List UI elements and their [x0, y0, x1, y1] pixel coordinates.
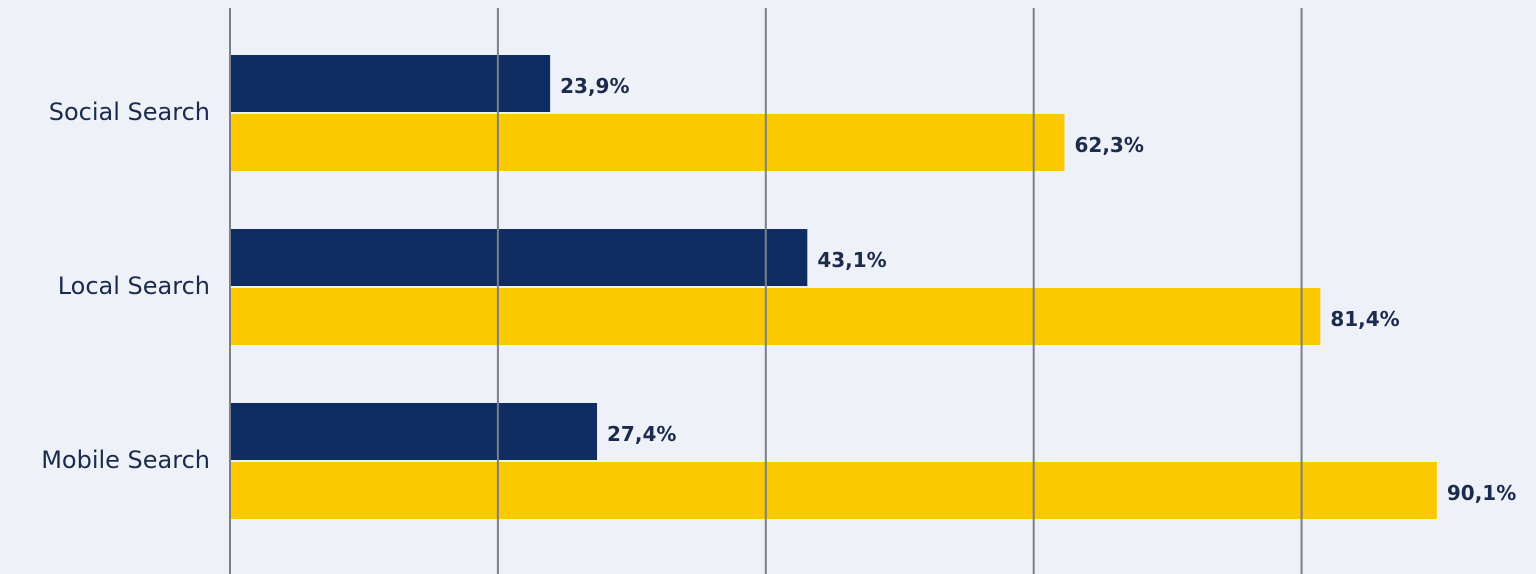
- value-label: 62,3%: [1075, 133, 1144, 157]
- bar: [230, 403, 598, 460]
- value-label: 81,4%: [1330, 307, 1399, 331]
- value-label: 27,4%: [607, 422, 676, 446]
- value-label: 43,1%: [817, 248, 886, 272]
- value-label: 23,9%: [560, 74, 629, 98]
- category-label: Local Search: [58, 272, 210, 300]
- bar: [230, 462, 1437, 519]
- value-label: 90,1%: [1447, 481, 1516, 505]
- bar: [230, 229, 808, 286]
- bar: [230, 114, 1065, 171]
- category-label: Social Search: [49, 98, 210, 126]
- bar: [230, 288, 1321, 345]
- bar: [230, 55, 551, 112]
- category-label: Mobile Search: [41, 446, 210, 474]
